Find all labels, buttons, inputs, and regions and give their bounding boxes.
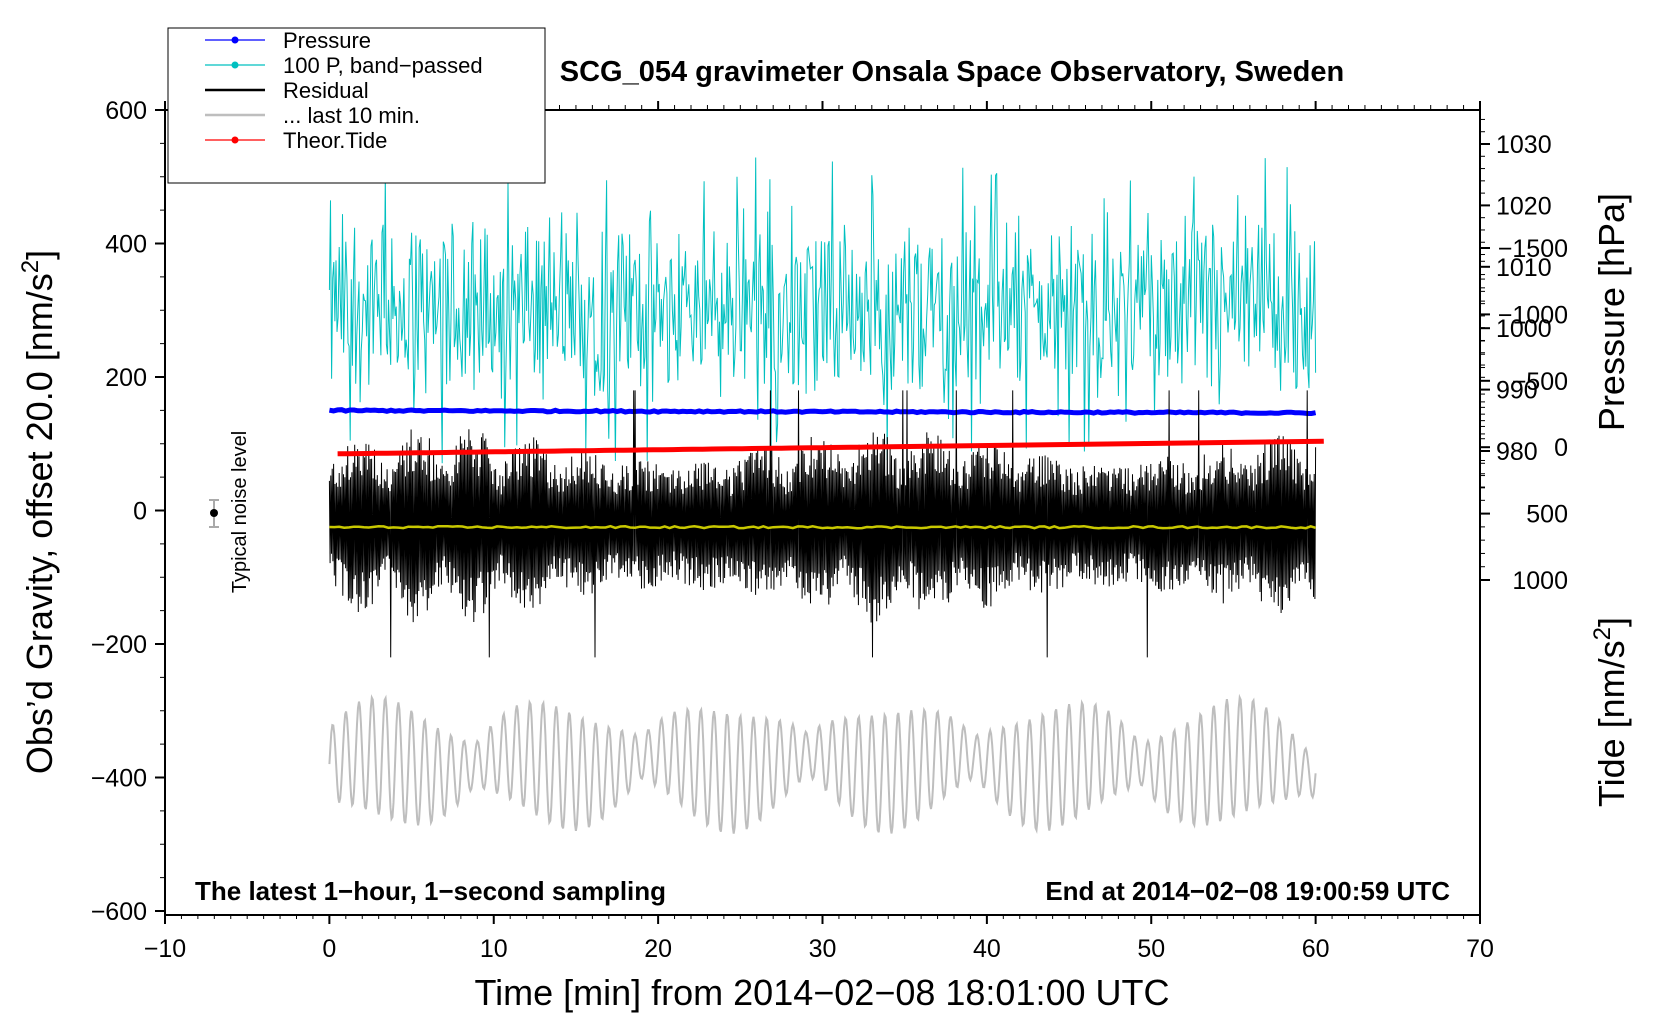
chart-title: SCG_054 gravimeter Onsala Space Observat… <box>560 56 1344 88</box>
series-theoretical-tide <box>337 438 1324 457</box>
x-tick-label: 0 <box>322 935 336 963</box>
legend-box <box>167 27 546 184</box>
y-axis-label-sup: 2 <box>17 260 44 273</box>
x-tick-label: 40 <box>973 935 1001 963</box>
tide-tick-label: 1000 <box>1512 567 1568 595</box>
pressure-tick-label: 1000 <box>1496 315 1552 343</box>
legend-entry: ... last 10 min. <box>205 103 420 128</box>
legend-marker <box>231 136 239 144</box>
pressure-tick-label: 980 <box>1496 438 1538 466</box>
noise-marker <box>209 499 219 528</box>
x-tick-label: −10 <box>144 935 186 963</box>
tide-tick-label: −500 <box>1512 368 1568 396</box>
legend-entry: Pressure <box>205 28 371 53</box>
x-tick-label: 60 <box>1302 935 1330 963</box>
tide-label-main: Tide [nm/s <box>1591 640 1632 807</box>
tide-tick-label: 0 <box>1554 434 1568 462</box>
legend-label: Residual <box>283 78 369 103</box>
tide-tick-label: −1000 <box>1498 301 1568 329</box>
tide-label-close: ] <box>1591 617 1632 627</box>
annotation-sampling: The latest 1−hour, 1−second sampling <box>195 876 666 906</box>
y-axis-label-left: Obs’d Gravity, offset 20.0 [nm/s2] <box>17 250 60 774</box>
series-residual <box>328 390 1317 658</box>
x-tick-label: 20 <box>644 935 672 963</box>
x-tick-label: 50 <box>1137 935 1165 963</box>
y-axis-label-close: ] <box>19 250 60 260</box>
pressure-tick-label: 990 <box>1496 377 1538 405</box>
legend-marker <box>231 61 239 69</box>
x-tick-label: 70 <box>1466 935 1494 963</box>
series-layer <box>328 157 1324 835</box>
y-tick-label: 400 <box>105 231 147 259</box>
x-tick-label: 30 <box>809 935 837 963</box>
pressure-tick-label: 1030 <box>1496 131 1552 159</box>
y-axis-label-tide: Tide [nm/s2] <box>1589 617 1632 807</box>
series-residual-mean <box>329 524 1316 530</box>
series-pressure <box>328 407 1317 417</box>
legend-label: 100 P, band−passed <box>283 53 483 78</box>
y-axis-label-unit: [nm/s <box>19 273 60 361</box>
y-axis-label-pressure: Pressure [hPa] <box>1591 193 1632 431</box>
legend-label: Pressure <box>283 28 371 53</box>
x-axis-label: Time [min] from 2014−02−08 18:01:00 UTC <box>474 972 1169 1013</box>
y-tick-label: −400 <box>91 765 147 793</box>
legend-entry: Residual <box>205 78 369 103</box>
pressure-tick-label: 1010 <box>1496 254 1552 282</box>
tide-label-sup: 2 <box>1589 627 1616 640</box>
y-tick-label: 600 <box>105 97 147 125</box>
legend-label: ... last 10 min. <box>283 103 420 128</box>
series-bandpassed-pressure <box>328 157 1317 464</box>
y-tick-label: 200 <box>105 364 147 392</box>
tide-tick-label: −1500 <box>1498 235 1568 263</box>
pressure-tick-label: 1020 <box>1496 192 1552 220</box>
legend-entry: Theor.Tide <box>205 128 387 153</box>
y-tick-label: −600 <box>91 898 147 926</box>
y-tick-label: 0 <box>133 498 147 526</box>
legend-marker <box>231 36 239 44</box>
x-tick-label: 10 <box>480 935 508 963</box>
y-tick-label: −200 <box>91 631 147 659</box>
annotation-end-time: End at 2014−02−08 19:00:59 UTC <box>1045 876 1450 906</box>
y-axis-label-main: Obs’d Gravity, offset 20.0 <box>19 371 60 774</box>
tick-layer: −10 0 10 20 30 40 50 60 706004002000−200−400−600… <box>91 97 1568 963</box>
legend-entry: 100 P, band−passed <box>205 53 483 78</box>
noise-point <box>210 509 218 517</box>
legend-label: Theor.Tide <box>283 128 387 153</box>
noise-label: Typical noise level <box>229 431 251 593</box>
tide-tick-label: 500 <box>1526 501 1568 529</box>
series-last-10-min <box>328 693 1317 835</box>
